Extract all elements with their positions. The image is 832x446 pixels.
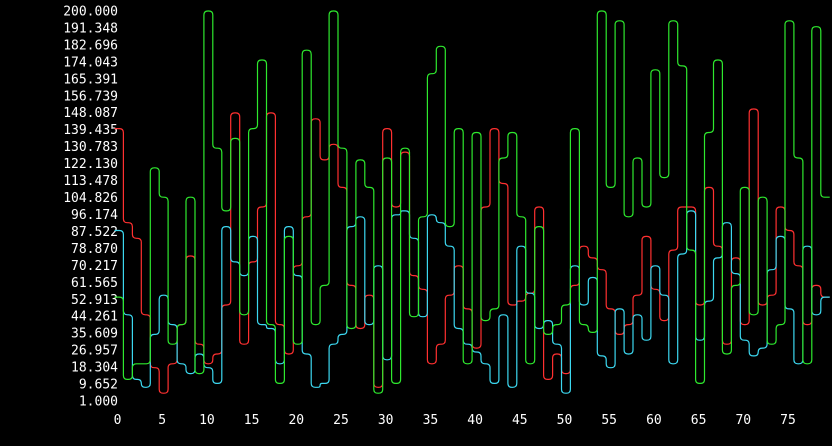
y-tick-label: 182.696 [63,38,118,53]
y-tick-label: 61.565 [71,276,118,291]
y-tick-label: 130.783 [63,140,118,155]
y-tick-label: 139.435 [63,123,118,138]
y-tick-label: 174.043 [63,55,118,70]
x-tick-label: 15 [244,413,260,428]
y-tick-label: 104.826 [63,191,118,206]
x-tick-label: 40 [467,413,483,428]
x-tick-label: 0 [114,413,122,428]
y-tick-label: 200.000 [63,5,118,20]
series-line-1 [114,108,830,394]
y-tick-label: 165.391 [63,72,118,87]
y-tick-label: 1.000 [79,395,118,410]
y-tick-label: 26.957 [71,344,118,359]
y-tick-label: 96.174 [71,208,118,223]
x-tick-label: 35 [423,413,439,428]
x-tick-label: 25 [333,413,349,428]
x-tick-label: 30 [378,413,394,428]
y-tick-label: 156.739 [63,89,118,104]
y-tick-label: 35.609 [71,327,118,342]
x-axis: 0 5 10 15 20 25 30 35 40 45 50 55 60 65 70 75 [114,413,796,428]
series-layer [114,10,830,394]
y-tick-label: 52.913 [71,293,118,308]
y-tick-label: 9.652 [79,378,118,393]
x-tick-label: 20 [288,413,304,428]
x-tick-label: 70 [735,413,751,428]
x-tick-label: 60 [646,413,662,428]
x-tick-label: 45 [512,413,528,428]
y-tick-label: 44.261 [71,310,118,325]
y-tick-label: 18.304 [71,361,118,376]
x-tick-label: 50 [557,413,573,428]
y-tick-label: 70.217 [71,259,118,274]
y-tick-label: 191.348 [63,21,118,36]
y-tick-label: 122.130 [63,157,118,172]
x-tick-label: 10 [199,413,215,428]
x-tick-label: 5 [158,413,166,428]
x-tick-label: 55 [601,413,617,428]
x-tick-label: 65 [691,413,707,428]
y-tick-label: 148.087 [63,106,118,121]
y-tick-label: 113.478 [63,174,118,189]
y-tick-label: 78.870 [71,242,118,257]
x-tick-label: 75 [780,413,796,428]
y-tick-label: 87.522 [71,225,118,240]
series-line-3 [114,10,830,394]
